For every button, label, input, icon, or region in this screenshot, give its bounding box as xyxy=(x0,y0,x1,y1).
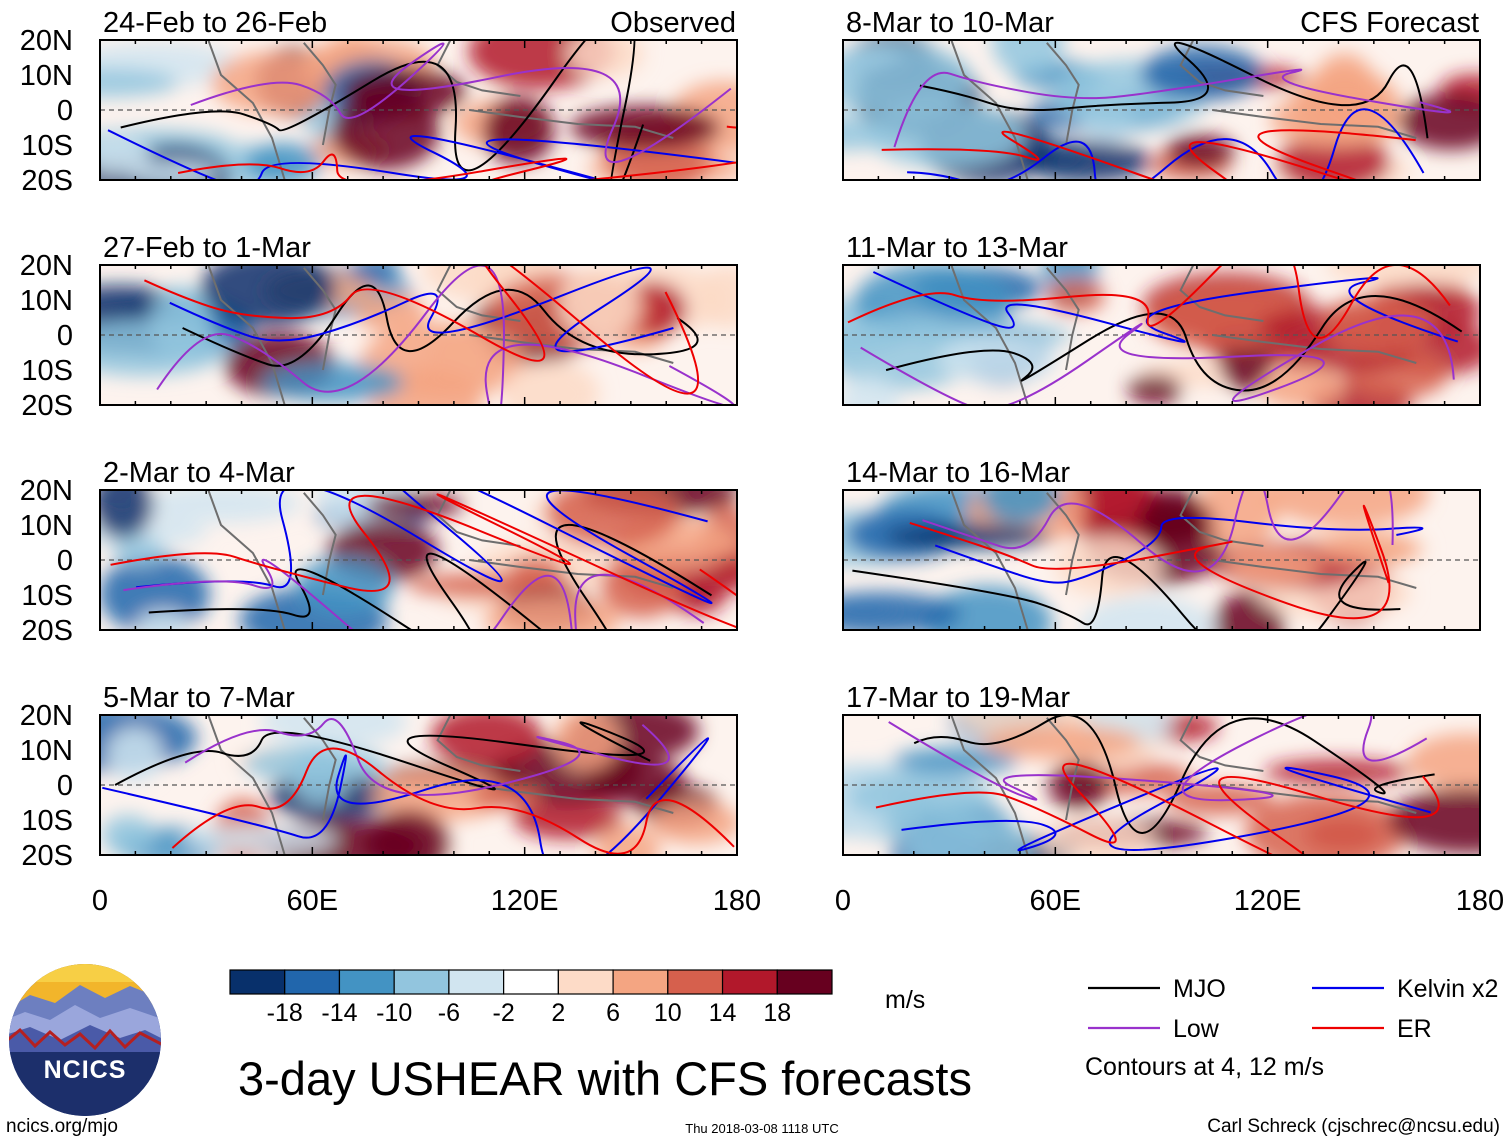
panel-title: 14-Mar to 16-Mar xyxy=(846,457,1070,489)
colorbar-swatch xyxy=(721,969,778,995)
panel-title: 17-Mar to 19-Mar xyxy=(846,682,1070,714)
legend-label: ER xyxy=(1397,1015,1432,1043)
lat-tick-label: 10N xyxy=(20,510,73,542)
panel-title: 11-Mar to 13-Mar xyxy=(846,232,1068,264)
footer-author: Carl Schreck (cjschrec@ncsu.edu) xyxy=(1207,1116,1500,1137)
colorbar: -18 -14 -10 -6 -2 2 6 10 14 18 xyxy=(229,969,833,1027)
contour-note: Contours at 4, 12 m/s xyxy=(1085,1053,1324,1081)
lat-tick-label: 10S xyxy=(21,805,73,837)
lon-tick-label: 120E xyxy=(1234,885,1302,917)
colorbar-label: -6 xyxy=(438,999,460,1027)
lon-tick-label: 180 xyxy=(1456,885,1504,917)
colorbar-label: 6 xyxy=(606,999,620,1027)
lon-tick-label: 120E xyxy=(491,885,559,917)
lon-tick-label: 0 xyxy=(92,885,108,917)
lat-tick-label: 10N xyxy=(20,60,73,92)
colorbar-swatch xyxy=(667,969,724,995)
panel-title: 2-Mar to 4-Mar xyxy=(103,457,295,489)
colorbar-label: -10 xyxy=(376,999,412,1027)
panel-5: 8-Mar to 10-Mar CFS Forecast xyxy=(842,7,1481,181)
lat-tick-label: 20S xyxy=(21,615,73,647)
colorbar-label: 14 xyxy=(709,999,737,1027)
colorbar-swatch xyxy=(557,969,614,995)
lat-tick-label: 20S xyxy=(21,840,73,872)
lon-tick-label: 60E xyxy=(1030,885,1082,917)
colorbar-label: -18 xyxy=(267,999,303,1027)
footer-url[interactable]: ncics.org/mjo xyxy=(6,1116,118,1137)
colorbar-label: 10 xyxy=(654,999,682,1027)
footer-timestamp: Thu 2018-03-08 1118 UTC xyxy=(685,1121,838,1136)
colorbar-swatch xyxy=(503,969,559,995)
lon-tick-label: 0 xyxy=(835,885,851,917)
colorbar-swatch xyxy=(338,969,395,995)
panel-3: 2-Mar to 4-Mar xyxy=(99,457,738,631)
colorbar-swatch xyxy=(229,969,286,995)
lon-tick-label: 60E xyxy=(287,885,339,917)
panel-title: 27-Feb to 1-Mar xyxy=(103,232,311,264)
colorbar-units: m/s xyxy=(885,986,925,1014)
colorbar-swatch xyxy=(448,969,505,995)
lat-tick-label: 20N xyxy=(20,700,73,732)
lat-tick-label: 10N xyxy=(20,735,73,767)
legend-label: MJO xyxy=(1173,975,1226,1003)
lat-tick-label: 20S xyxy=(21,390,73,422)
lat-tick-label: 0 xyxy=(57,320,73,352)
colorbar-label: -2 xyxy=(493,999,515,1027)
panel-annotation: CFS Forecast xyxy=(1300,7,1479,39)
lat-tick-label: 10S xyxy=(21,130,73,162)
lat-tick-label: 10S xyxy=(21,355,73,387)
panel-7: 14-Mar to 16-Mar xyxy=(842,457,1481,631)
colorbar-swatch xyxy=(284,969,341,995)
lat-tick-label: 20S xyxy=(21,165,73,197)
lat-tick-label: 20N xyxy=(20,250,73,282)
panel-2: 27-Feb to 1-Mar xyxy=(99,232,738,406)
lat-tick-label: 0 xyxy=(57,95,73,127)
panel-title: 5-Mar to 7-Mar xyxy=(103,682,295,714)
legend-label: Low xyxy=(1173,1015,1220,1043)
lat-tick-label: 10N xyxy=(20,285,73,317)
legend-label: Kelvin x2 xyxy=(1397,975,1498,1003)
panel-1: 24-Feb to 26-Feb Observed xyxy=(99,7,738,181)
panel-annotation: Observed xyxy=(610,7,736,39)
lat-tick-label: 20N xyxy=(20,25,73,57)
panel-title: 8-Mar to 10-Mar xyxy=(846,7,1054,39)
lat-tick-label: 0 xyxy=(57,770,73,802)
ncics-logo: NCICS xyxy=(9,964,161,1116)
colorbar-swatch xyxy=(393,969,450,995)
legend: MJO Kelvin x2 Low ER xyxy=(1088,975,1498,1043)
lat-tick-label: 20N xyxy=(20,475,73,507)
lat-tick-label: 0 xyxy=(57,545,73,577)
colorbar-swatch xyxy=(776,969,833,995)
colorbar-label: -14 xyxy=(321,999,357,1027)
figure-title: 3-day USHEAR with CFS forecasts xyxy=(238,1052,972,1105)
logo-text: NCICS xyxy=(44,1056,127,1084)
panel-8: 17-Mar to 19-Mar xyxy=(842,682,1481,856)
colorbar-label: 18 xyxy=(763,999,791,1027)
panel-4: 5-Mar to 7-Mar xyxy=(99,682,738,856)
panel-title: 24-Feb to 26-Feb xyxy=(103,7,327,39)
lon-tick-label: 180 xyxy=(713,885,761,917)
panel-6: 11-Mar to 13-Mar xyxy=(842,232,1481,406)
lat-tick-label: 10S xyxy=(21,580,73,612)
colorbar-swatch xyxy=(612,969,669,995)
colorbar-label: 2 xyxy=(551,999,565,1027)
